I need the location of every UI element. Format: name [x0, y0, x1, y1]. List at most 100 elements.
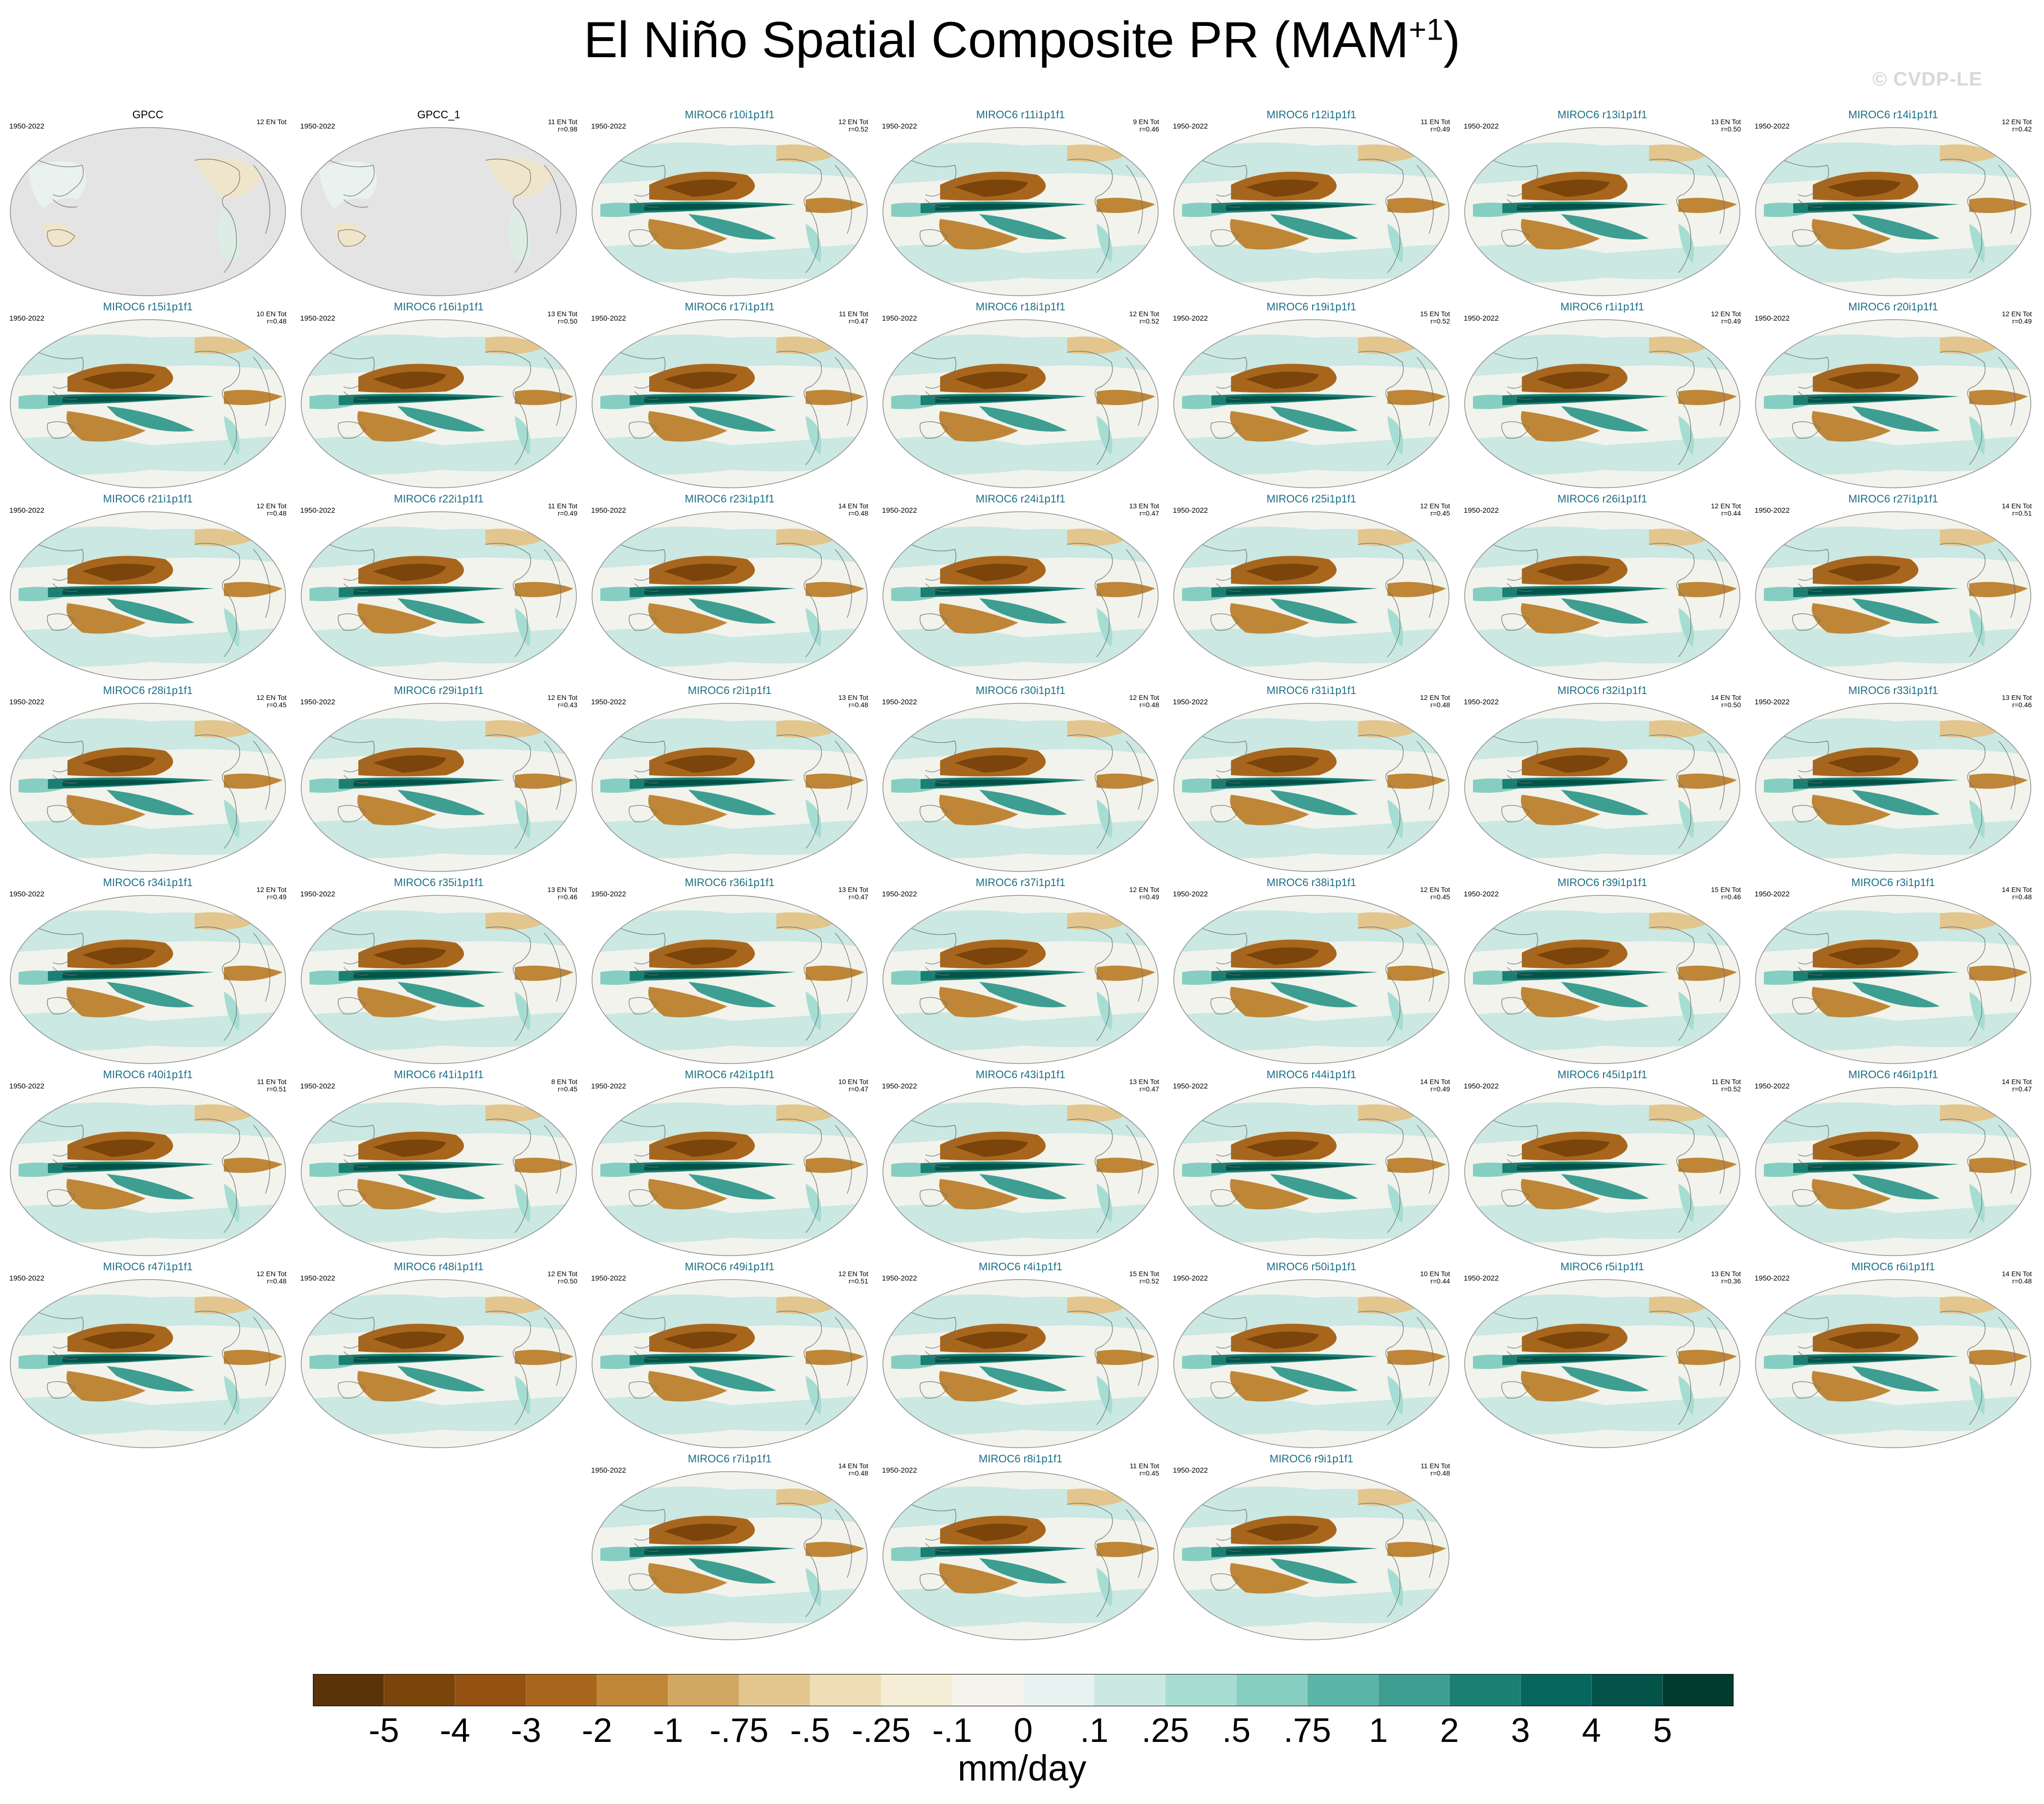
panel-title: MIROC6 r9i1p1f1 [1269, 1453, 1354, 1465]
robinson-map [1173, 703, 1450, 872]
coastline-3 [776, 543, 822, 591]
anomaly-region-5 [1827, 564, 1901, 581]
anomaly-region-9 [688, 1558, 776, 1584]
anomaly-region-9 [397, 598, 485, 624]
coastline-0 [1201, 1312, 1248, 1348]
anomaly-region-5 [1827, 179, 1901, 197]
panel-stats: 14 EN Tot r=0.50 [1711, 694, 1741, 709]
panel-title: MIROC6 r5i1p1f1 [1560, 1261, 1645, 1273]
colorbar-swatch [668, 1674, 740, 1706]
panel-event-count: 12 EN Tot [256, 1270, 286, 1278]
coastline-3 [485, 1311, 531, 1359]
coastline-2 [920, 421, 948, 439]
coastline-4 [805, 590, 819, 657]
anomaly-region-11 [1678, 1376, 1694, 1415]
panel-period: 1950-2022 [9, 1082, 44, 1090]
anomaly-region-6 [648, 411, 727, 442]
anomaly-region-11 [1969, 800, 1985, 839]
panel-title: MIROC6 r31i1p1f1 [1266, 684, 1357, 696]
anomaly-region-8 [1226, 587, 1348, 595]
panel-event-count: 11 EN Tot [1129, 1462, 1159, 1470]
panel-pattern-correlation: r=0.47 [1139, 509, 1159, 517]
panel-period: 1950-2022 [1755, 1082, 1790, 1090]
coastline-1 [925, 967, 950, 976]
panel-title: MIROC6 r29i1p1f1 [394, 684, 484, 696]
anomaly-region-8 [935, 587, 1057, 595]
robinson-map [1464, 703, 1740, 872]
anomaly-region-1 [592, 1395, 867, 1435]
map-panel: MIROC6 r36i1p1f1 1950-2022 13 EN Tot r=0.47 [589, 876, 870, 1067]
coastline-4 [1387, 398, 1401, 465]
anomaly-region-3 [1678, 197, 1737, 213]
panel-stats: 12 EN Tot [257, 118, 286, 126]
anomaly-region-5 [664, 755, 737, 773]
coastline-2 [629, 1573, 657, 1591]
coastline-1 [343, 1159, 369, 1168]
robinson-map [1173, 511, 1450, 680]
map-panel: MIROC6 r1i1p1f1 1950-2022 12 EN Tot r=0.49 [1462, 301, 1743, 491]
panel-title: MIROC6 r4i1p1f1 [978, 1261, 1063, 1273]
coastline-5 [835, 1317, 852, 1386]
anomaly-region-1 [301, 1203, 576, 1242]
coastline-0 [1201, 544, 1248, 581]
coastline-0 [910, 736, 957, 772]
anomaly-region-1 [10, 628, 286, 667]
anomaly-region-5 [664, 564, 737, 581]
anomaly-region-9 [1852, 598, 1940, 624]
panel-pattern-correlation: r=0.47 [848, 893, 868, 901]
anomaly-region-9 [688, 214, 776, 239]
panel-period: 1950-2022 [1464, 122, 1499, 130]
map-border [592, 703, 868, 872]
panel-event-count: 11 EN Tot [1420, 1462, 1450, 1470]
coastline-5 [1416, 740, 1434, 810]
panel-pattern-correlation: r=0.36 [1721, 1277, 1741, 1285]
anomaly-region-3 [1097, 197, 1155, 213]
anomaly-region-8 [1808, 1355, 1930, 1363]
anomaly-region-8 [1808, 779, 1930, 786]
panel-event-count: 15 EN Tot [1711, 886, 1741, 893]
anomaly-region-1 [883, 1011, 1158, 1050]
anomaly-region-3 [1678, 1157, 1737, 1173]
coastline-5 [835, 1509, 852, 1578]
panel-period: 1950-2022 [1755, 122, 1790, 130]
colorbar-swatch [810, 1674, 881, 1706]
anomaly-region-1 [883, 819, 1158, 858]
panel-title: MIROC6 r21i1p1f1 [103, 493, 193, 505]
robinson-map [1173, 319, 1450, 488]
panel-event-count: 12 EN Tot [256, 502, 286, 510]
coastline-5 [835, 1125, 852, 1194]
panel-title: GPCC [132, 109, 164, 121]
coastline-2 [629, 1381, 657, 1399]
coastline-5 [1998, 357, 2016, 426]
anomaly-region-6 [648, 219, 727, 250]
panel-title: MIROC6 r37i1p1f1 [975, 876, 1066, 889]
page-title: El Niño Spatial Composite PR (MAM+1) [583, 12, 1460, 68]
coastline-3 [194, 351, 241, 399]
coastline-3 [485, 1119, 531, 1167]
panel-pattern-correlation: r=0.45 [1430, 893, 1450, 901]
coastline-4 [1387, 206, 1401, 273]
coastline-5 [835, 933, 852, 1002]
colorbar-swatch [739, 1674, 811, 1706]
coastline-0 [619, 1120, 666, 1156]
map-panel: MIROC6 r46i1p1f1 1950-2022 14 EN Tot r=0.47 [1753, 1068, 2034, 1259]
panel-title: MIROC6 r11i1p1f1 [976, 109, 1065, 121]
anomaly-region-6 [1812, 987, 1891, 1018]
coastline-0 [910, 1120, 957, 1156]
anomaly-region-5 [664, 371, 737, 389]
map-panel: MIROC6 r28i1p1f1 1950-2022 12 EN Tot r=0.45 [7, 684, 288, 875]
anomaly-region-5 [1827, 755, 1901, 773]
coastline-1 [1507, 1351, 1532, 1360]
anomaly-region-9 [1270, 1558, 1358, 1584]
anomaly-region-11 [224, 1184, 240, 1223]
anomaly-region-11 [515, 992, 530, 1031]
anomaly-region-9 [107, 406, 195, 432]
anomaly-region-5 [373, 564, 446, 581]
coastline-5 [1707, 1125, 1725, 1194]
panel-title: MIROC6 r45i1p1f1 [1557, 1068, 1648, 1081]
map-panel: MIROC6 r33i1p1f1 1950-2022 13 EN Tot r=0.46 [1753, 684, 2034, 875]
anomaly-region-8 [644, 1355, 767, 1363]
panel-period: 1950-2022 [1173, 698, 1208, 706]
robinson-map [10, 1087, 286, 1256]
anomaly-region-6 [357, 987, 437, 1018]
